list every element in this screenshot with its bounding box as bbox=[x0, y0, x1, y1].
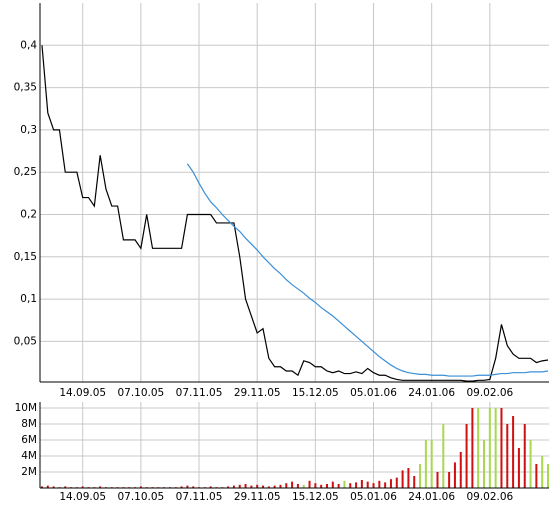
volume-bar bbox=[500, 408, 503, 488]
x-tick-label: 14.09.05 bbox=[59, 387, 106, 399]
x-tick-label: 09.02.06 bbox=[466, 387, 513, 399]
volume-bar bbox=[186, 485, 189, 488]
price-line bbox=[186, 163, 549, 377]
x-tick-label: 29.11.05 bbox=[234, 387, 281, 399]
y-tick-label: 0,05 bbox=[14, 335, 37, 347]
volume-bar bbox=[279, 484, 282, 488]
volume-bar bbox=[389, 479, 392, 488]
volume-bar bbox=[192, 486, 195, 488]
volume-bar bbox=[384, 482, 387, 488]
price-line bbox=[41, 45, 549, 382]
volume-bar bbox=[529, 440, 532, 488]
volume-bar bbox=[488, 408, 491, 488]
volume-bar bbox=[471, 408, 474, 488]
volume-bar bbox=[343, 480, 346, 488]
x-tick-label: 15.12.05 bbox=[292, 491, 339, 503]
volume-bar bbox=[465, 424, 468, 488]
volume-bar bbox=[401, 470, 404, 488]
volume-bar bbox=[337, 484, 340, 488]
y-tick-label: 0,1 bbox=[20, 293, 37, 305]
volume-bar bbox=[453, 462, 456, 488]
volume-bar bbox=[442, 424, 445, 488]
volume-bar bbox=[296, 484, 299, 488]
volume-bar bbox=[413, 476, 416, 488]
x-tick-label: 05.01.06 bbox=[350, 387, 397, 399]
x-tick-label: 15.12.05 bbox=[292, 387, 339, 399]
volume-bar bbox=[209, 486, 212, 488]
y-tick-label: 0,15 bbox=[14, 251, 37, 263]
volume-bar bbox=[360, 480, 363, 488]
volume-bar bbox=[494, 408, 497, 488]
volume-bar bbox=[395, 477, 398, 488]
y-tick-label: 10M bbox=[15, 402, 37, 414]
volume-bar bbox=[483, 440, 486, 488]
volume-bar bbox=[267, 486, 270, 488]
x-tick-label: 24.01.06 bbox=[408, 387, 455, 399]
volume-bar bbox=[436, 472, 439, 488]
y-tick-label: 0,4 bbox=[20, 39, 37, 51]
y-tick-label: 0,25 bbox=[14, 166, 37, 178]
volume-bar bbox=[407, 468, 410, 488]
volume-bar bbox=[512, 416, 515, 488]
volume-bar bbox=[52, 486, 55, 488]
volume-bar bbox=[547, 464, 549, 488]
x-tick-label: 07.10.05 bbox=[117, 387, 164, 399]
volume-bar bbox=[430, 440, 433, 488]
volume-bar bbox=[180, 486, 183, 488]
volume-bar bbox=[372, 483, 375, 488]
volume-bar bbox=[244, 484, 247, 488]
x-tick-label: 05.01.06 bbox=[350, 491, 397, 503]
volume-bar bbox=[262, 485, 265, 488]
x-tick-label: 29.11.05 bbox=[234, 491, 281, 503]
volume-bar bbox=[320, 484, 323, 488]
volume-bar bbox=[64, 486, 67, 488]
y-tick-label: 0,35 bbox=[14, 82, 37, 94]
volume-bar bbox=[424, 440, 427, 488]
volume-bar bbox=[232, 485, 235, 488]
volume-bar bbox=[331, 481, 334, 488]
x-tick-label: 24.01.06 bbox=[408, 491, 455, 503]
volume-bar bbox=[139, 486, 142, 488]
volume-bar bbox=[285, 483, 288, 488]
volume-bar bbox=[419, 464, 422, 488]
volume-bar bbox=[273, 485, 276, 488]
volume-bar bbox=[81, 486, 84, 488]
y-tick-label: 4M bbox=[21, 450, 37, 462]
x-tick-label: 07.11.05 bbox=[176, 387, 223, 399]
x-tick-label: 14.09.05 bbox=[59, 491, 106, 503]
x-tick-label: 07.10.05 bbox=[117, 491, 164, 503]
volume-bar bbox=[46, 485, 49, 488]
y-tick-label: 0,3 bbox=[20, 124, 37, 136]
volume-bar bbox=[314, 483, 317, 488]
y-tick-label: 2M bbox=[21, 466, 37, 478]
y-tick-label: 0,2 bbox=[20, 208, 37, 220]
volume-bar bbox=[238, 484, 241, 488]
volume-bar bbox=[302, 484, 305, 488]
volume-bar bbox=[477, 408, 480, 488]
x-tick-label: 09.02.06 bbox=[466, 491, 513, 503]
y-tick-label: 8M bbox=[21, 418, 37, 430]
volume-bar bbox=[535, 464, 538, 488]
volume-bar bbox=[99, 486, 102, 488]
volume-bar bbox=[250, 485, 253, 488]
volume-bar bbox=[308, 480, 311, 488]
volume-bar bbox=[366, 481, 369, 488]
volume-bar bbox=[523, 424, 526, 488]
volume-bar bbox=[325, 484, 328, 488]
volume-bar bbox=[378, 480, 381, 488]
volume-bar bbox=[41, 486, 43, 488]
volume-bar bbox=[541, 456, 544, 488]
y-tick-label: 6M bbox=[21, 434, 37, 446]
volume-bar bbox=[448, 472, 451, 488]
volume-bar bbox=[256, 484, 259, 488]
volume-bar bbox=[291, 481, 294, 488]
volume-bar bbox=[349, 483, 352, 488]
volume-bar bbox=[459, 452, 462, 488]
volume-bar bbox=[506, 424, 509, 488]
volume-bar bbox=[227, 486, 230, 488]
x-tick-label: 07.11.05 bbox=[176, 491, 223, 503]
volume-bar bbox=[355, 482, 358, 488]
volume-bar bbox=[517, 448, 520, 488]
